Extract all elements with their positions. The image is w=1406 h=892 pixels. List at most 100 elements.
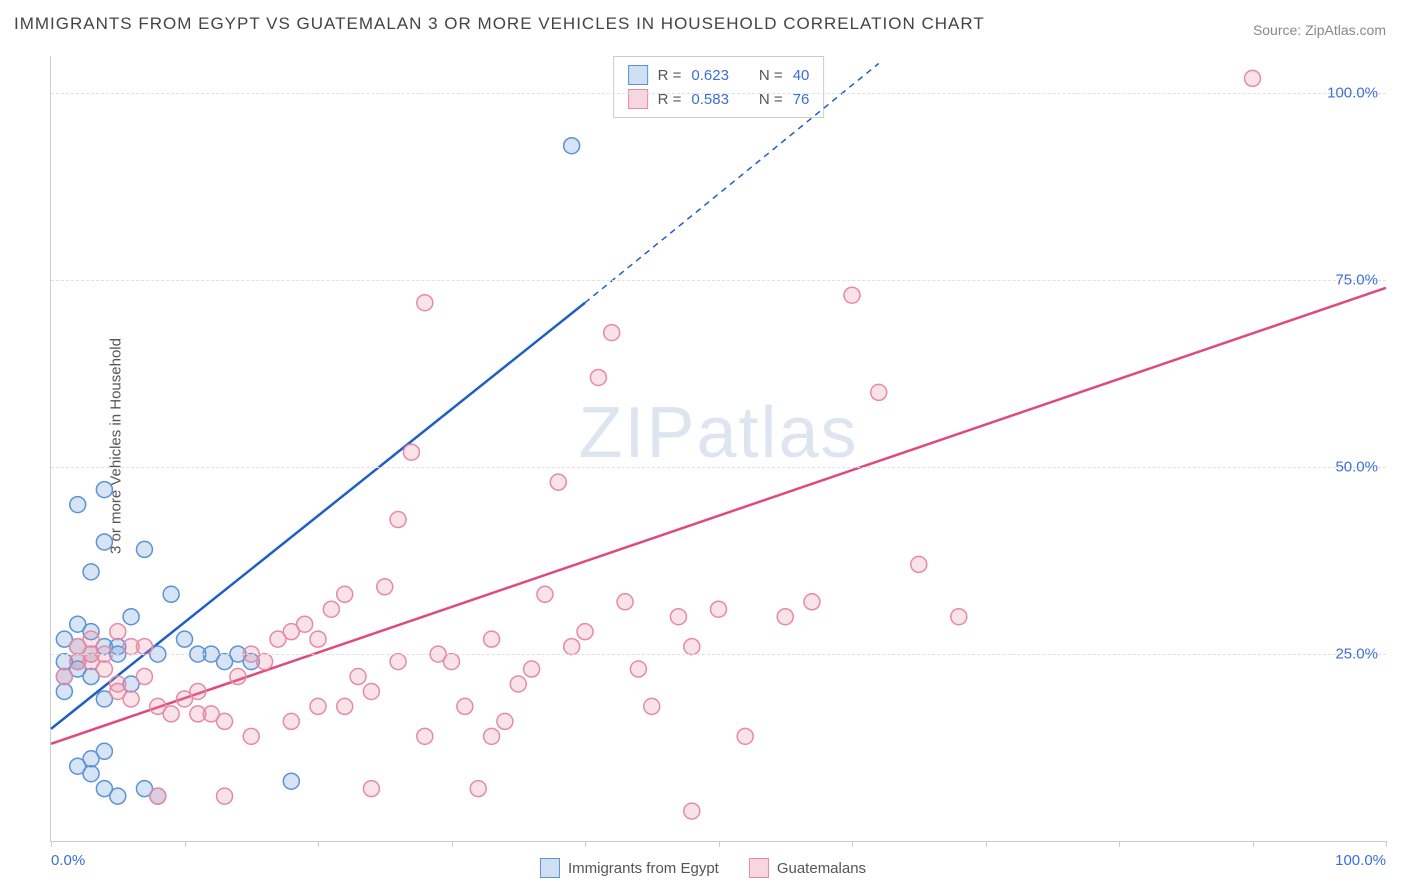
data-point [871, 384, 887, 400]
data-point [217, 713, 233, 729]
data-point [417, 728, 433, 744]
data-point [737, 728, 753, 744]
data-point [83, 654, 99, 670]
x-tick [185, 841, 186, 847]
x-tick [719, 841, 720, 847]
data-point [444, 654, 460, 670]
data-point [590, 369, 606, 385]
data-point [390, 512, 406, 528]
gridline [51, 654, 1386, 655]
data-point [283, 713, 299, 729]
data-point [337, 586, 353, 602]
data-point [350, 669, 366, 685]
data-point [136, 639, 152, 655]
x-tick [852, 841, 853, 847]
data-point [177, 631, 193, 647]
data-point [83, 631, 99, 647]
data-point [150, 788, 166, 804]
legend-swatch-guatemalan [749, 858, 769, 878]
regression-line-dash [585, 63, 879, 302]
data-point [257, 654, 273, 670]
data-point [684, 803, 700, 819]
gridline [51, 467, 1386, 468]
data-point [417, 295, 433, 311]
source-label: Source: ZipAtlas.com [1253, 22, 1386, 38]
data-point [83, 564, 99, 580]
data-point [470, 781, 486, 797]
legend-item-egypt: Immigrants from Egypt [540, 858, 719, 878]
x-tick [585, 841, 586, 847]
data-point [670, 609, 686, 625]
data-point [644, 698, 660, 714]
data-point [123, 691, 139, 707]
data-point [537, 586, 553, 602]
x-tick [1386, 841, 1387, 847]
data-point [484, 728, 500, 744]
data-point [711, 601, 727, 617]
data-point [564, 138, 580, 154]
data-point [337, 698, 353, 714]
data-point [497, 713, 513, 729]
plot-area: ZIPatlas R = 0.623 N = 40 R = 0.583 N = … [50, 56, 1386, 842]
regression-line [51, 288, 1386, 744]
x-tick [318, 841, 319, 847]
gridline [51, 93, 1386, 94]
data-point [564, 639, 580, 655]
data-point [56, 683, 72, 699]
data-point [403, 444, 419, 460]
y-tick-label: 75.0% [1335, 272, 1378, 289]
regression-line [51, 303, 585, 729]
data-point [70, 616, 86, 632]
y-tick-label: 25.0% [1335, 646, 1378, 663]
data-point [484, 631, 500, 647]
data-point [457, 698, 473, 714]
data-point [951, 609, 967, 625]
data-point [96, 534, 112, 550]
data-point [190, 706, 206, 722]
data-point [96, 743, 112, 759]
data-point [163, 706, 179, 722]
data-point [377, 579, 393, 595]
data-point [363, 683, 379, 699]
x-tick [452, 841, 453, 847]
y-tick-label: 50.0% [1335, 459, 1378, 476]
data-point [1245, 70, 1261, 86]
data-point [524, 661, 540, 677]
legend-swatch-egypt [540, 858, 560, 878]
data-point [110, 788, 126, 804]
data-point [297, 616, 313, 632]
x-tick [51, 841, 52, 847]
data-point [310, 631, 326, 647]
bottom-legend: Immigrants from Egypt Guatemalans [540, 858, 866, 878]
data-point [577, 624, 593, 640]
data-point [911, 556, 927, 572]
data-point [163, 586, 179, 602]
x-tick [986, 841, 987, 847]
data-point [123, 609, 139, 625]
data-point [190, 683, 206, 699]
x-axis-max-label: 100.0% [1335, 852, 1386, 869]
data-point [136, 669, 152, 685]
data-point [70, 497, 86, 513]
data-point [390, 654, 406, 670]
x-tick [1253, 841, 1254, 847]
data-point [617, 594, 633, 610]
x-tick [1119, 841, 1120, 847]
data-point [110, 624, 126, 640]
data-point [230, 669, 246, 685]
data-point [283, 773, 299, 789]
y-tick-label: 100.0% [1327, 85, 1378, 102]
gridline [51, 280, 1386, 281]
data-point [217, 788, 233, 804]
legend-label-egypt: Immigrants from Egypt [568, 860, 719, 877]
chart-svg [51, 56, 1386, 841]
data-point [56, 669, 72, 685]
data-point [804, 594, 820, 610]
data-point [363, 781, 379, 797]
data-point [310, 698, 326, 714]
data-point [777, 609, 793, 625]
data-point [604, 325, 620, 341]
data-point [844, 287, 860, 303]
data-point [510, 676, 526, 692]
data-point [684, 639, 700, 655]
